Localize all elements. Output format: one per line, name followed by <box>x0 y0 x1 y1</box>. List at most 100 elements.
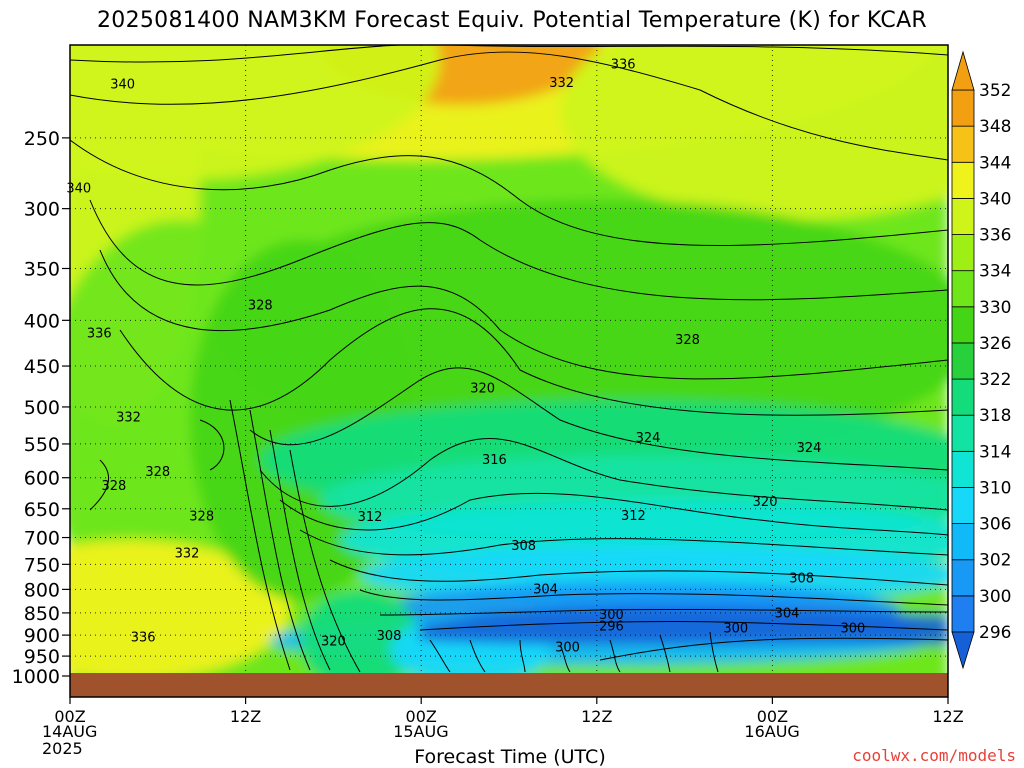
y-tick-label: 950 <box>24 646 60 668</box>
contour-label: 336 <box>131 630 156 645</box>
colorbar-segment <box>951 487 975 525</box>
contour-label: 308 <box>511 539 536 554</box>
y-tick-label: 350 <box>24 258 60 280</box>
x-tick-label: 12Z <box>230 707 261 726</box>
contour-label: 296 <box>599 619 624 634</box>
colorbar-segment <box>951 89 975 127</box>
contour-label: 336 <box>611 58 636 73</box>
colorbar-segment <box>951 234 975 272</box>
y-tick-label: 1000 <box>12 666 60 688</box>
y-tick-label: 500 <box>24 397 60 419</box>
y-tick-label: 700 <box>24 528 60 550</box>
colorbar-label: 310 <box>979 478 1011 498</box>
y-tick-label: 800 <box>24 579 60 601</box>
colorbar-label: 340 <box>979 189 1011 209</box>
colorbar-bottom-arrow <box>951 631 975 670</box>
contour-label: 328 <box>145 465 170 480</box>
contour-label: 340 <box>110 78 135 93</box>
colorbar-label: 344 <box>979 153 1011 173</box>
x-tick-label: 12Z <box>581 707 612 726</box>
colorbar-label: 326 <box>979 334 1011 354</box>
date-label: 14AUG 2025 <box>42 722 98 758</box>
colorbar-label: 336 <box>979 226 1011 246</box>
colorbar-label: 330 <box>979 298 1011 318</box>
contour-label: 308 <box>789 572 814 587</box>
contour-label: 332 <box>116 411 141 426</box>
contour-label: 308 <box>377 629 402 644</box>
colorbar-top-arrow <box>951 50 975 91</box>
contour-label: 300 <box>599 608 624 623</box>
contour-label: 324 <box>636 431 661 446</box>
x-tick-label: 00Z <box>406 707 437 726</box>
colorbar-segment <box>951 125 975 163</box>
colorbar-label: 352 <box>979 81 1011 101</box>
y-tick-label: 250 <box>24 128 60 150</box>
colorbar-label: 296 <box>979 623 1011 643</box>
colorbar-label: 314 <box>979 442 1011 462</box>
date-label: 16AUG <box>744 722 800 741</box>
x-tick-label: 12Z <box>932 707 963 726</box>
contour-label: 340 <box>66 182 91 197</box>
contour-label: 304 <box>775 606 800 621</box>
colorbar-segment <box>951 342 975 380</box>
x-axis: 00Z 12Z 00Z 12Z 00Z 12Z <box>54 697 964 726</box>
colorbar-segment <box>951 595 975 633</box>
colorbar-label: 322 <box>979 370 1011 390</box>
y-tick-label: 450 <box>24 356 60 378</box>
colorbar-segment <box>951 270 975 308</box>
chart-title: 2025081400 NAM3KM Forecast Equiv. Potent… <box>96 8 928 33</box>
y-tick-label: 900 <box>24 625 60 647</box>
contour-label: 300 <box>723 622 748 637</box>
contour-label: 328 <box>101 479 126 494</box>
y-tick-label: 850 <box>24 603 60 625</box>
date-label: 15AUG <box>393 722 449 741</box>
contour-label: 320 <box>321 635 346 650</box>
colorbar-segment <box>951 378 975 416</box>
contour-label: 332 <box>549 76 574 91</box>
colorbar-segment <box>951 450 975 488</box>
contour-label: 328 <box>248 298 273 313</box>
colorbar-segment <box>951 414 975 452</box>
colorbar-segment <box>951 523 975 561</box>
x-axis-label: Forecast Time (UTC) <box>414 746 606 768</box>
contour-label: 316 <box>482 453 507 468</box>
contour-label: 328 <box>675 333 700 348</box>
plot-frame <box>69 44 949 698</box>
y-tick-label: 400 <box>24 310 60 332</box>
contour-label: 324 <box>797 441 822 456</box>
contour-label: 320 <box>753 495 778 510</box>
y-tick-label: 550 <box>24 434 60 456</box>
contour-label: 320 <box>470 382 495 397</box>
contour-label: 300 <box>840 622 865 637</box>
colorbar-label: 306 <box>979 515 1011 535</box>
credit-link[interactable]: coolwx.com/models <box>852 746 1016 765</box>
heatmap-bands <box>70 45 948 697</box>
colorbar-label: 302 <box>979 551 1011 571</box>
contour-labels: 340 336 332 340 336 328 328 320 332 324 324 316 328 3… <box>66 58 865 656</box>
contour-label: 336 <box>87 327 112 342</box>
colorbar-label: 348 <box>979 117 1011 137</box>
y-axis: 2503003504004505005506006507007508008509… <box>12 128 70 688</box>
contour-label: 328 <box>189 509 214 524</box>
x-tick-label: 00Z <box>54 707 85 726</box>
colorbar-label: 334 <box>979 262 1011 282</box>
colorbar-segment <box>951 197 975 235</box>
contour-label: 304 <box>533 582 558 597</box>
y-tick-label: 300 <box>24 199 60 221</box>
contour-label: 332 <box>175 546 200 561</box>
colorbar: 296 300 302 306 310 314 318 322 326 330 334 336 340 3… <box>951 50 1011 670</box>
y-tick-label: 650 <box>24 499 60 521</box>
ground-mask <box>70 673 948 697</box>
contour-label: 312 <box>358 510 383 525</box>
colorbar-label: 300 <box>979 587 1011 607</box>
colorbar-segment <box>951 306 975 344</box>
contour-label: 312 <box>621 509 646 524</box>
colorbar-segment <box>951 559 975 597</box>
colorbar-segment <box>951 161 975 199</box>
y-tick-label: 600 <box>24 468 60 490</box>
y-tick-label: 750 <box>24 554 60 576</box>
contour-label: 300 <box>555 640 580 655</box>
x-tick-label: 00Z <box>757 707 788 726</box>
colorbar-label: 318 <box>979 406 1011 426</box>
